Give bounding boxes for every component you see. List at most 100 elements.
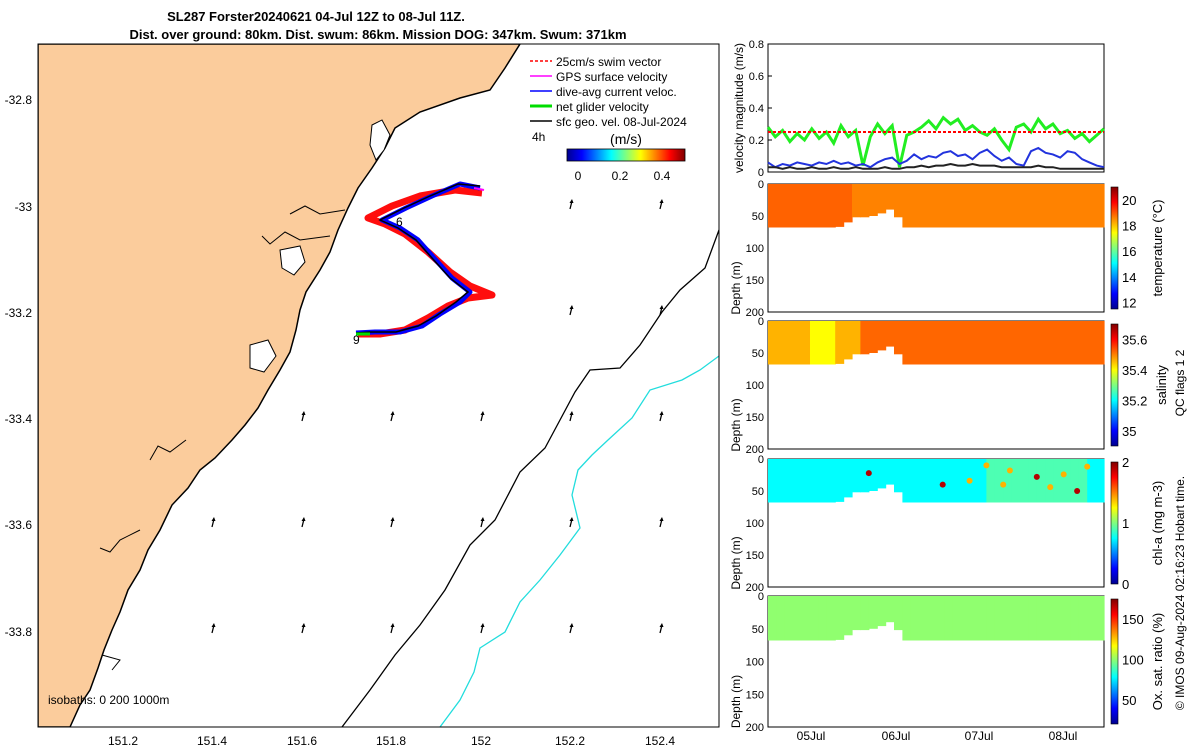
section-cell <box>910 321 920 365</box>
section-cell <box>952 596 962 641</box>
section-cell <box>994 459 1004 503</box>
chl-a-hotspot <box>966 477 973 484</box>
time-tick-08Jul: 08Jul <box>1049 729 1078 743</box>
colorbar-tick: 16 <box>1122 244 1136 259</box>
section-cell <box>784 459 794 503</box>
section-y-tick: 200 <box>746 582 764 594</box>
section-cell <box>776 184 786 228</box>
section-cell <box>927 459 937 503</box>
section-cell <box>944 459 954 503</box>
map-legend: 25cm/s swim vector GPS surface velocity … <box>530 55 687 183</box>
figure-title-line2: Dist. over ground: 80km. Dist. swum: 86k… <box>129 27 626 42</box>
chl-a-hotspot <box>983 462 990 469</box>
section-cell <box>1011 321 1021 365</box>
section-cell <box>936 321 945 365</box>
section-cell <box>1028 596 1038 641</box>
section-cell <box>860 321 870 355</box>
geo-velocity-arrow <box>480 517 485 528</box>
velocity-series-line <box>768 162 1104 170</box>
section-cell <box>877 459 887 489</box>
colorbar-label: temperature (°C) <box>1150 200 1165 297</box>
colorbar-tick: 18 <box>1122 219 1136 234</box>
section-cell <box>810 321 819 365</box>
section-cell <box>1053 321 1063 365</box>
geo-velocity-arrow <box>301 623 306 634</box>
map-x-tick: 152.2 <box>555 734 585 748</box>
section-cell <box>793 459 803 503</box>
coastal-lake <box>249 339 277 373</box>
section-cell <box>1078 596 1088 641</box>
map-x-tick: 152 <box>471 734 491 748</box>
section-cell <box>961 321 971 365</box>
section-cell <box>1036 321 1046 365</box>
colorbar-label: chl-a (mg m-3) <box>1150 481 1165 566</box>
section-cell <box>810 459 819 503</box>
section-cell <box>1036 459 1046 503</box>
map-x-tick: 151.6 <box>287 734 317 748</box>
section-cell <box>1028 321 1038 365</box>
colorbar-tick: 14 <box>1122 270 1136 285</box>
section-cell <box>1087 596 1097 641</box>
map-panel: 6 9 151.2 151.4 151.6 151.8 152 152.2 15… <box>5 43 720 748</box>
section-cell <box>1036 596 1046 641</box>
section-cell <box>961 459 971 503</box>
section-cell <box>818 459 828 503</box>
section-cell <box>994 321 1004 365</box>
section-cell <box>1028 184 1038 228</box>
section-cell <box>936 184 945 228</box>
section-y-tick: 50 <box>752 348 764 360</box>
colorbar-tick: 0.4 <box>654 169 671 183</box>
geo-velocity-arrow <box>301 517 306 528</box>
section-cell <box>843 184 853 223</box>
section-y-tick: 50 <box>752 211 764 223</box>
section-cell <box>768 184 777 228</box>
section-cell <box>1053 184 1063 228</box>
section-cell <box>1003 321 1013 365</box>
swim-vector-fuzz <box>358 186 496 338</box>
geo-velocity-arrow <box>659 411 664 422</box>
chl-a-hotspot <box>1060 471 1067 478</box>
section-cell <box>826 596 836 641</box>
section-cell <box>944 596 954 641</box>
section-cell <box>1028 459 1038 503</box>
section-cell <box>1045 184 1055 228</box>
section-y-tick: 100 <box>746 243 764 255</box>
map-y-axis: -32.8 -33 -33.2 -33.4 -33.6 -33.8 <box>5 93 33 639</box>
section-cell <box>877 596 887 627</box>
section-ylabel: Depth (m) <box>729 261 743 314</box>
track-label-9: 9 <box>353 333 360 347</box>
section-y-tick: 0 <box>758 591 764 603</box>
velocity-y-tick: 0.6 <box>749 71 764 83</box>
colorbar-tick: 12 <box>1122 296 1136 311</box>
coastal-lake <box>369 119 391 161</box>
section-cell <box>776 321 786 365</box>
geo-velocity-arrow <box>569 305 574 316</box>
section-cell <box>910 184 920 228</box>
colorbar-title: (m/s) <box>610 131 642 147</box>
section-cell <box>1020 321 1029 365</box>
section-cell <box>784 184 794 228</box>
geo-velocity-arrow <box>569 199 574 210</box>
section-cell <box>902 184 912 228</box>
section-y-tick: 100 <box>746 380 764 392</box>
section-colorbar <box>1110 186 1119 310</box>
section-cell <box>801 596 811 641</box>
chl-a-hotspot <box>1033 473 1040 480</box>
section-colorbar <box>1110 598 1119 725</box>
section-y-tick: 150 <box>746 275 764 287</box>
section-cell <box>1062 184 1071 228</box>
section-cell <box>936 596 945 641</box>
colorbar-tick: 0 <box>575 169 582 183</box>
section-cell <box>1095 459 1105 503</box>
section-cell <box>860 459 870 493</box>
isobath-200m <box>341 229 719 727</box>
section-cell <box>969 459 979 503</box>
time-tick-07Jul: 07Jul <box>965 729 994 743</box>
map-y-tick: -32.8 <box>5 93 33 107</box>
section-cell <box>885 321 895 347</box>
section-cell <box>1011 459 1021 503</box>
section-cell <box>860 184 870 218</box>
